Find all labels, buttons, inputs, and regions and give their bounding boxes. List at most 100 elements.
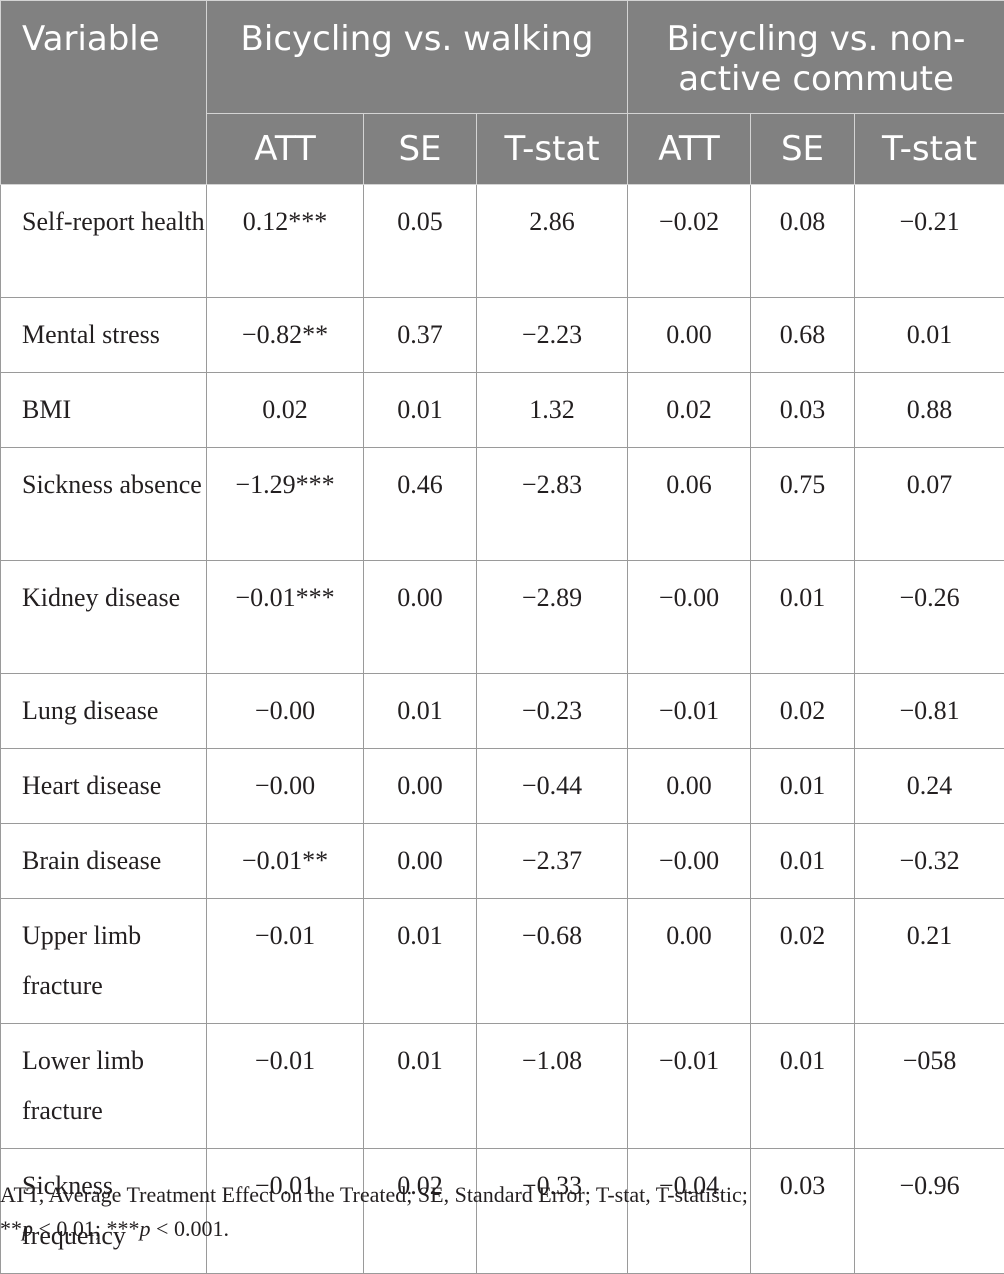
footnote-significance: **p < 0.01; ***p < 0.001. bbox=[0, 1212, 1000, 1246]
table-cell: −0.01 bbox=[628, 674, 751, 749]
table-cell: −0.00 bbox=[628, 561, 751, 674]
table-cell: −0.01** bbox=[207, 824, 364, 899]
table-cell: −0.23 bbox=[477, 674, 628, 749]
table-cell: −0.81 bbox=[855, 674, 1004, 749]
table-cell: −0.01 bbox=[207, 899, 364, 1024]
table-cell: 0.00 bbox=[628, 298, 751, 373]
table-footnote: ATT, Average Treatment Effect on the Tre… bbox=[0, 1178, 1000, 1246]
table-cell: −0.00 bbox=[207, 749, 364, 824]
table-cell: −1.08 bbox=[477, 1024, 628, 1149]
table-header: Variable Bicycling vs. walking Bicycling… bbox=[1, 1, 1004, 185]
table-row: BMI 0.02 0.01 1.32 0.02 0.03 0.88 bbox=[1, 373, 1004, 448]
table-cell: 0.06 bbox=[628, 448, 751, 561]
variable-name: BMI bbox=[1, 373, 207, 448]
table-cell: 0.02 bbox=[628, 373, 751, 448]
table-cell: 0.01 bbox=[751, 561, 855, 674]
variable-name: Upper limb fracture bbox=[1, 899, 207, 1024]
variable-name: Heart disease bbox=[1, 749, 207, 824]
table-cell: 0.02 bbox=[751, 674, 855, 749]
table-cell: 0.03 bbox=[751, 373, 855, 448]
group-header-bicycling-vs-walking: Bicycling vs. walking bbox=[207, 1, 628, 114]
table-cell: 0.01 bbox=[751, 824, 855, 899]
subheader-se-nonactive: SE bbox=[751, 114, 855, 185]
table-cell: 0.24 bbox=[855, 749, 1004, 824]
table-row: Upper limb fracture −0.01 0.01 −0.68 0.0… bbox=[1, 899, 1004, 1024]
sig-p-1: p bbox=[22, 1216, 33, 1241]
table-cell: −0.21 bbox=[855, 185, 1004, 298]
table-body: Self-report health 0.12*** 0.05 2.86 −0.… bbox=[1, 185, 1004, 1274]
table-row: Sickness absence −1.29*** 0.46 −2.83 0.0… bbox=[1, 448, 1004, 561]
variable-name: Kidney disease bbox=[1, 561, 207, 674]
header-row-groups: Variable Bicycling vs. walking Bicycling… bbox=[1, 1, 1004, 114]
variable-name: Lower limb fracture bbox=[1, 1024, 207, 1149]
table-cell: −0.01*** bbox=[207, 561, 364, 674]
table-cell: 0.00 bbox=[364, 561, 477, 674]
table-cell: 0.05 bbox=[364, 185, 477, 298]
table-cell: −058 bbox=[855, 1024, 1004, 1149]
table-cell: 0.01 bbox=[364, 674, 477, 749]
table-row: Lung disease −0.00 0.01 −0.23 −0.01 0.02… bbox=[1, 674, 1004, 749]
subheader-se-walking: SE bbox=[364, 114, 477, 185]
table-cell: 0.21 bbox=[855, 899, 1004, 1024]
table-cell: 0.68 bbox=[751, 298, 855, 373]
table-cell: 0.01 bbox=[364, 899, 477, 1024]
table-cell: 0.00 bbox=[628, 749, 751, 824]
table-cell: −2.89 bbox=[477, 561, 628, 674]
table-cell: −2.23 bbox=[477, 298, 628, 373]
table-row: Kidney disease −0.01*** 0.00 −2.89 −0.00… bbox=[1, 561, 1004, 674]
table-row: Heart disease −0.00 0.00 −0.44 0.00 0.01… bbox=[1, 749, 1004, 824]
table-cell: 0.75 bbox=[751, 448, 855, 561]
table-cell: 0.37 bbox=[364, 298, 477, 373]
table-cell: 0.01 bbox=[855, 298, 1004, 373]
subheader-att-nonactive: ATT bbox=[628, 114, 751, 185]
table-cell: −0.02 bbox=[628, 185, 751, 298]
variable-name: Lung disease bbox=[1, 674, 207, 749]
sig-threshold-2: < 0.001. bbox=[151, 1216, 229, 1241]
group-header-bicycling-vs-non-active: Bicycling vs. non-active commute bbox=[628, 1, 1004, 114]
table-cell: −2.83 bbox=[477, 448, 628, 561]
table-cell: −0.44 bbox=[477, 749, 628, 824]
table-cell: 0.01 bbox=[364, 1024, 477, 1149]
sig-stars-2: *** bbox=[107, 1216, 140, 1241]
subheader-att-walking: ATT bbox=[207, 114, 364, 185]
variable-name: Self-report health bbox=[1, 185, 207, 298]
footnote-abbreviations: ATT, Average Treatment Effect on the Tre… bbox=[0, 1178, 1000, 1212]
subheader-tstat-nonactive: T-stat bbox=[855, 114, 1004, 185]
subheader-tstat-walking: T-stat bbox=[477, 114, 628, 185]
table-cell: −0.68 bbox=[477, 899, 628, 1024]
table-cell: 0.00 bbox=[364, 749, 477, 824]
table-cell: 1.32 bbox=[477, 373, 628, 448]
table-cell: 0.01 bbox=[364, 373, 477, 448]
table-cell: 0.01 bbox=[751, 749, 855, 824]
table-cell: 0.00 bbox=[364, 824, 477, 899]
variable-column-header: Variable bbox=[1, 1, 207, 185]
table-cell: 0.88 bbox=[855, 373, 1004, 448]
table-row: Brain disease −0.01** 0.00 −2.37 −0.00 0… bbox=[1, 824, 1004, 899]
table-row: Self-report health 0.12*** 0.05 2.86 −0.… bbox=[1, 185, 1004, 298]
table-cell: 0.46 bbox=[364, 448, 477, 561]
table-cell: −0.82** bbox=[207, 298, 364, 373]
table-cell: −0.32 bbox=[855, 824, 1004, 899]
table-cell: −0.01 bbox=[628, 1024, 751, 1149]
table-cell: 0.07 bbox=[855, 448, 1004, 561]
table-cell: 0.02 bbox=[751, 899, 855, 1024]
variable-name: Mental stress bbox=[1, 298, 207, 373]
table-row: Mental stress −0.82** 0.37 −2.23 0.00 0.… bbox=[1, 298, 1004, 373]
sig-threshold-1: < 0.01; bbox=[33, 1216, 107, 1241]
table-cell: 0.00 bbox=[628, 899, 751, 1024]
table-cell: 0.08 bbox=[751, 185, 855, 298]
table-cell: −0.26 bbox=[855, 561, 1004, 674]
table-cell: −0.01 bbox=[207, 1024, 364, 1149]
table-row: Lower limb fracture −0.01 0.01 −1.08 −0.… bbox=[1, 1024, 1004, 1149]
table-cell: −2.37 bbox=[477, 824, 628, 899]
table-cell: 2.86 bbox=[477, 185, 628, 298]
table-cell: −1.29*** bbox=[207, 448, 364, 561]
variable-name: Sickness absence bbox=[1, 448, 207, 561]
table-cell: 0.01 bbox=[751, 1024, 855, 1149]
variable-name: Brain disease bbox=[1, 824, 207, 899]
sig-p-2: p bbox=[140, 1216, 151, 1241]
table-cell: 0.02 bbox=[207, 373, 364, 448]
table-cell: 0.12*** bbox=[207, 185, 364, 298]
table-cell: −0.00 bbox=[207, 674, 364, 749]
